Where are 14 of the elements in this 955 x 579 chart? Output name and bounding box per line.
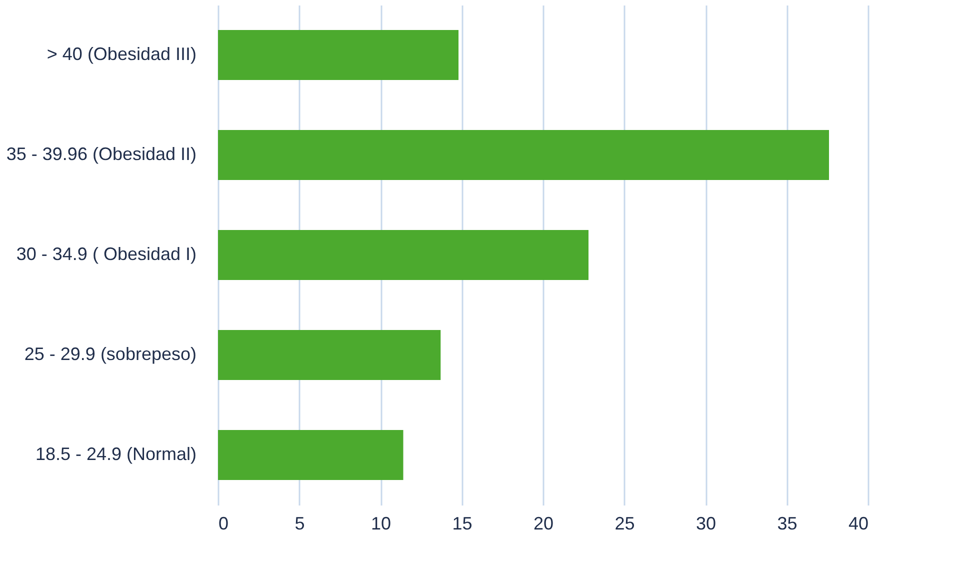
x-tick-label: 5: [294, 514, 305, 534]
x-tick-label: 35: [777, 514, 798, 534]
x-tick-label: 15: [452, 514, 472, 534]
x-tick-label: 20: [533, 514, 554, 534]
x-tick-label: 30: [696, 514, 716, 534]
y-tick-label: 30 - 34.9 ( Obesidad I): [16, 244, 196, 264]
y-tick-label: 25 - 29.9 (sobrepeso): [24, 344, 196, 364]
x-tick-label: 0: [218, 514, 229, 534]
y-tick-label: 35 - 39.96 (Obesidad II): [6, 144, 196, 164]
x-tick-label: 10: [370, 514, 392, 534]
x-tick-label: 40: [848, 514, 868, 534]
y-tick-label: 18.5 - 24.9 (Normal): [35, 444, 196, 464]
y-tick-label: > 40 (Obesidad III): [46, 44, 196, 64]
x-tick-label: 25: [614, 514, 635, 534]
